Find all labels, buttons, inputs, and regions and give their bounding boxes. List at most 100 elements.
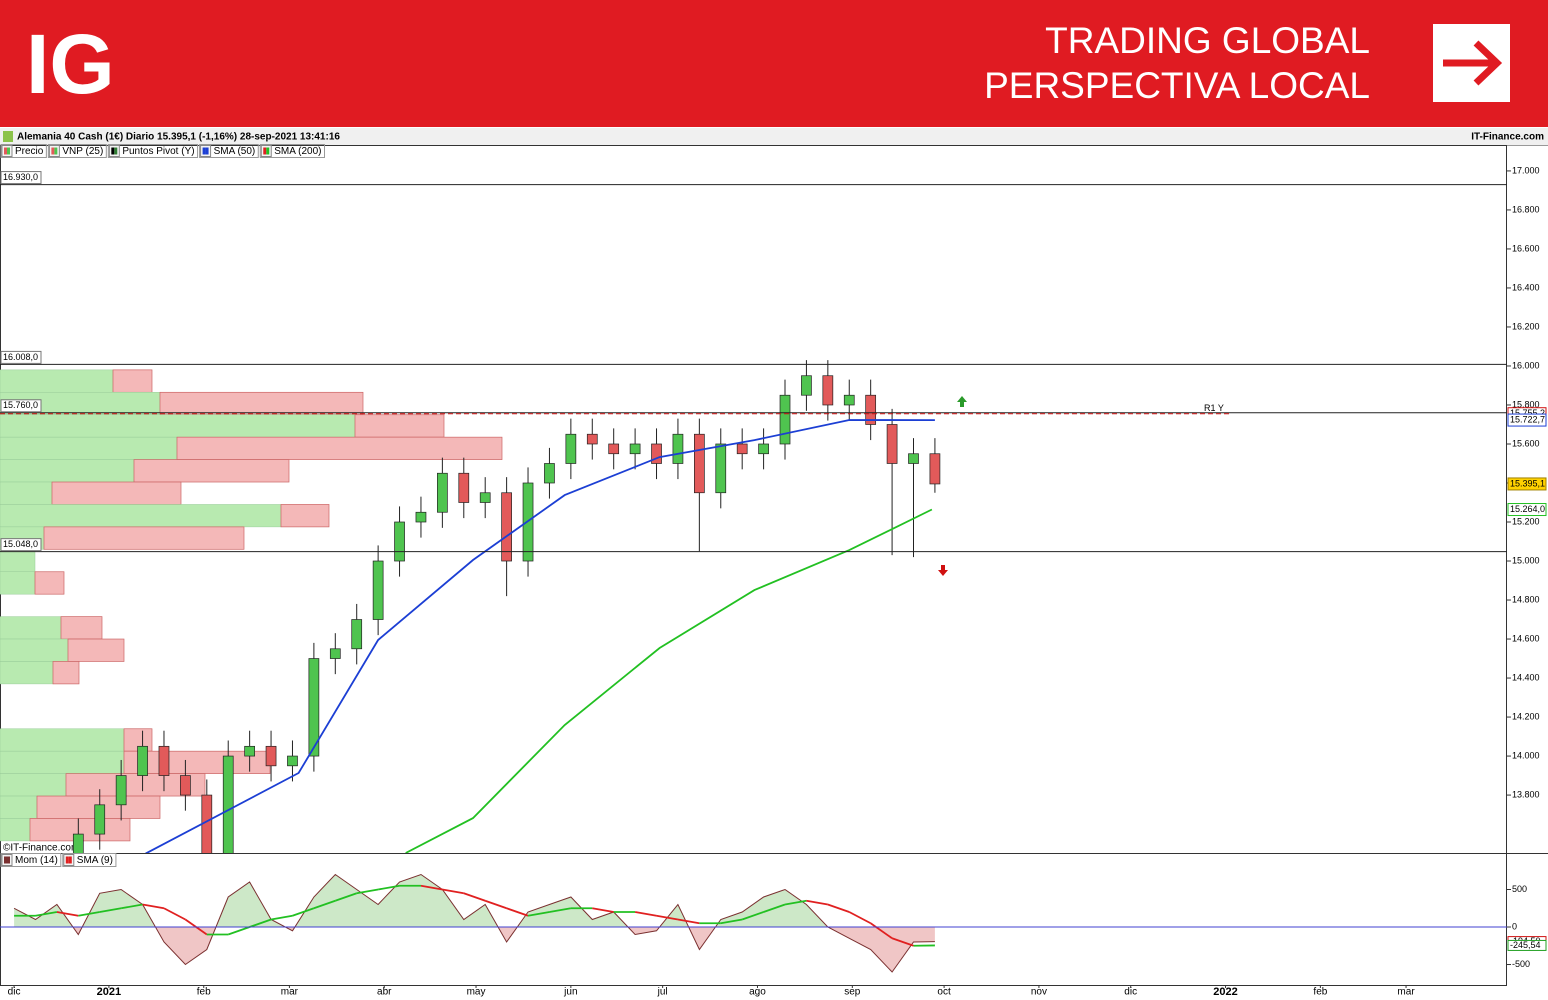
candle-body [651,443,662,464]
candle-body [608,443,620,455]
y-tick-label: 14.400 [1512,672,1540,682]
sma-segment [656,914,679,921]
x-tick-label: nov [1031,987,1047,998]
volume-down [67,638,125,662]
y-tick-label: 15.800 [1512,399,1540,409]
legend-item: Puntos Pivot (Y) [107,144,199,158]
sma-segment [78,911,100,917]
volume-up [0,750,125,774]
sma-segment [249,918,272,928]
legend-swatch [7,856,10,864]
volume-down [354,414,445,438]
tagline: TRADING GLOBAL [1045,20,1370,61]
logo: IG [26,17,115,111]
sma-segment [420,884,443,891]
sma-segment [377,884,400,891]
candle-body [886,424,898,464]
legend-label: SMA (50) [214,146,256,157]
volume-down [34,571,65,595]
cta-button[interactable] [1433,24,1510,102]
sma-segment [806,899,828,906]
momentum-panel [13,873,935,973]
level-box [0,350,42,364]
volume-up [0,795,38,819]
legend-swatch [4,147,7,155]
volume-up [0,504,282,528]
candle-body [201,794,213,853]
price-tag [1507,413,1547,427]
x-tick-label: jul [657,987,668,998]
candle-body [929,453,941,485]
momentum-tag-label: -245,54 [1510,940,1541,950]
legend-frame [199,144,259,158]
legend-label: VNP (25) [62,146,103,157]
y-tick-label: 13.800 [1512,789,1540,799]
candle-body [437,472,448,513]
candle-body [94,804,106,835]
y-tick-label: 500 [1512,884,1527,894]
sma-segment [484,899,507,910]
arrow-icon[interactable] [1443,40,1503,86]
volume-up [0,369,114,393]
sma-segment [270,914,293,921]
candle-body [308,658,320,757]
y-tick-label: 14.200 [1512,711,1540,721]
candle-body [115,775,127,806]
volume-down [159,391,364,416]
x-tick-label: feb [1313,987,1327,998]
volume-up [0,549,36,572]
legend-frame [47,144,107,158]
legend-swatch [111,147,115,155]
x-tick-label: 2021 [97,986,121,998]
candle-body [672,433,684,464]
sma-segment [784,899,807,906]
sma-line [405,508,933,853]
x-tick-label: oct [937,987,951,998]
sma-segment [527,911,550,917]
sma-segment [720,918,743,925]
candle-body [265,745,277,767]
x-tick-label: abr [377,987,392,998]
sma-segment [506,907,529,917]
legend-frame [107,144,199,158]
y-tick-label: 15.000 [1512,555,1540,565]
candle-body [865,394,877,425]
candle-body [137,745,148,776]
level-label: 16.008,0 [3,352,38,362]
volume-up [0,728,125,752]
candle-body [158,745,170,776]
level-box [0,399,42,413]
candle-body [779,394,791,445]
level-label: 15.048,0 [3,539,38,549]
price-tag-label: 15.395,1 [1510,478,1545,488]
y-tick-label: 17.000 [1512,165,1540,175]
legend-swatch [54,147,58,155]
legend-swatch [68,856,72,864]
price-panel [0,360,941,903]
candle-body [30,893,40,903]
candle-body [501,492,512,562]
volume-up [0,616,62,640]
sma-segment [227,926,250,936]
volume-up [0,661,54,685]
x-tick-label: feb [197,987,211,998]
sma-segment [634,911,657,917]
volume-down [52,661,80,685]
sma-segment [891,937,914,947]
legend-label: SMA (200) [274,146,321,157]
volume-up [0,414,356,438]
legend-swatch [263,147,267,155]
price-tag [1507,477,1547,491]
x-tick-label: may [467,987,486,998]
candle-body [822,375,834,406]
sma-segment [292,907,315,917]
candle-body [180,775,191,796]
sma-segment [442,888,464,895]
candle-body [758,443,769,455]
candle-body [736,443,748,455]
price-tag [1507,503,1547,517]
header-bar [0,0,1548,127]
candle-body [287,755,298,767]
x-tick-label: ago [749,987,766,998]
tagline: PERSPECTIVA LOCAL [984,65,1370,106]
